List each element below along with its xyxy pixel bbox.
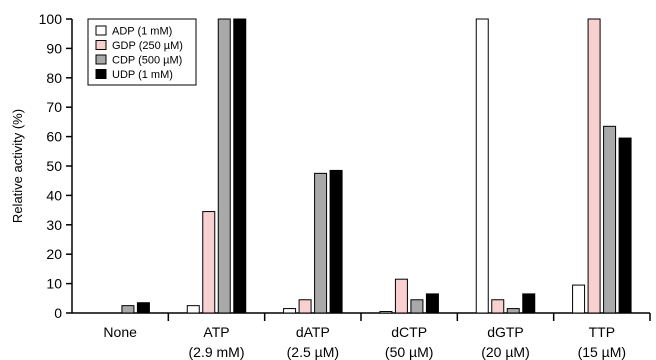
x-tick-label: dGTP bbox=[487, 324, 524, 340]
x-tick-label: None bbox=[103, 324, 137, 340]
x-tick-sublabel: (2.9 mM) bbox=[189, 344, 245, 360]
axes: 0 10 20 30 40 50 60 70 80 90 100 None ATP (2.9 mM) dAT… bbox=[39, 11, 651, 360]
bar bbox=[394, 278, 408, 314]
bar bbox=[329, 169, 343, 314]
y-tick-label: 100 bbox=[39, 11, 63, 27]
legend-label: GDP (250 µM) bbox=[112, 40, 183, 52]
bar bbox=[217, 18, 231, 314]
legend-swatch bbox=[95, 69, 107, 79]
legend: ADP (1 mM) GDP (250 µM) CDP (500 µM) UDP (1… bbox=[87, 18, 197, 86]
legend-label: UDP (1 mM) bbox=[112, 69, 173, 81]
y-tick-label: 90 bbox=[46, 40, 62, 56]
bar bbox=[572, 284, 586, 314]
bar bbox=[410, 299, 424, 314]
legend-swatch bbox=[95, 54, 107, 65]
y-tick-label: 30 bbox=[46, 217, 62, 233]
y-tick-label: 20 bbox=[46, 246, 62, 262]
bar bbox=[587, 18, 601, 314]
x-tick-label: TTP bbox=[589, 324, 615, 340]
bar bbox=[425, 293, 439, 314]
x-tick-sublabel: (20 µM) bbox=[481, 344, 530, 360]
bar bbox=[506, 308, 520, 314]
y-tick-label: 60 bbox=[46, 129, 62, 145]
legend-label: CDP (500 µM) bbox=[112, 55, 182, 67]
y-tick-label: 40 bbox=[46, 187, 62, 203]
legend-swatch bbox=[95, 40, 107, 50]
bar bbox=[475, 18, 489, 314]
y-axis-label: Relative activity (%) bbox=[10, 109, 25, 223]
y-tick-label: 70 bbox=[46, 99, 62, 115]
legend-label: ADP (1 mM) bbox=[112, 26, 172, 38]
bars bbox=[121, 18, 632, 314]
y-tick-label: 80 bbox=[46, 70, 62, 86]
bar bbox=[136, 302, 150, 314]
bar bbox=[379, 311, 393, 314]
bar bbox=[202, 211, 216, 314]
legend-swatch bbox=[95, 25, 107, 36]
x-tick-label: dCTP bbox=[391, 324, 427, 340]
bar bbox=[314, 172, 328, 314]
bar bbox=[491, 299, 505, 314]
x-tick-label: ATP bbox=[203, 324, 229, 340]
bar bbox=[603, 125, 617, 314]
bar bbox=[186, 305, 200, 314]
x-tick-sublabel: (15 µM) bbox=[578, 344, 627, 360]
y-tick-label: 0 bbox=[54, 305, 62, 321]
bar bbox=[121, 305, 135, 314]
y-tick-label: 50 bbox=[46, 158, 62, 174]
bar bbox=[522, 293, 536, 314]
x-tick-sublabel: (50 µM) bbox=[385, 344, 434, 360]
bar bbox=[298, 299, 312, 314]
x-tick-label: dATP bbox=[296, 324, 330, 340]
bar bbox=[618, 137, 632, 314]
y-tick-label: 10 bbox=[46, 276, 62, 292]
bar bbox=[283, 308, 297, 314]
bar bbox=[233, 18, 247, 314]
x-tick-sublabel: (2.5 µM) bbox=[287, 344, 339, 360]
